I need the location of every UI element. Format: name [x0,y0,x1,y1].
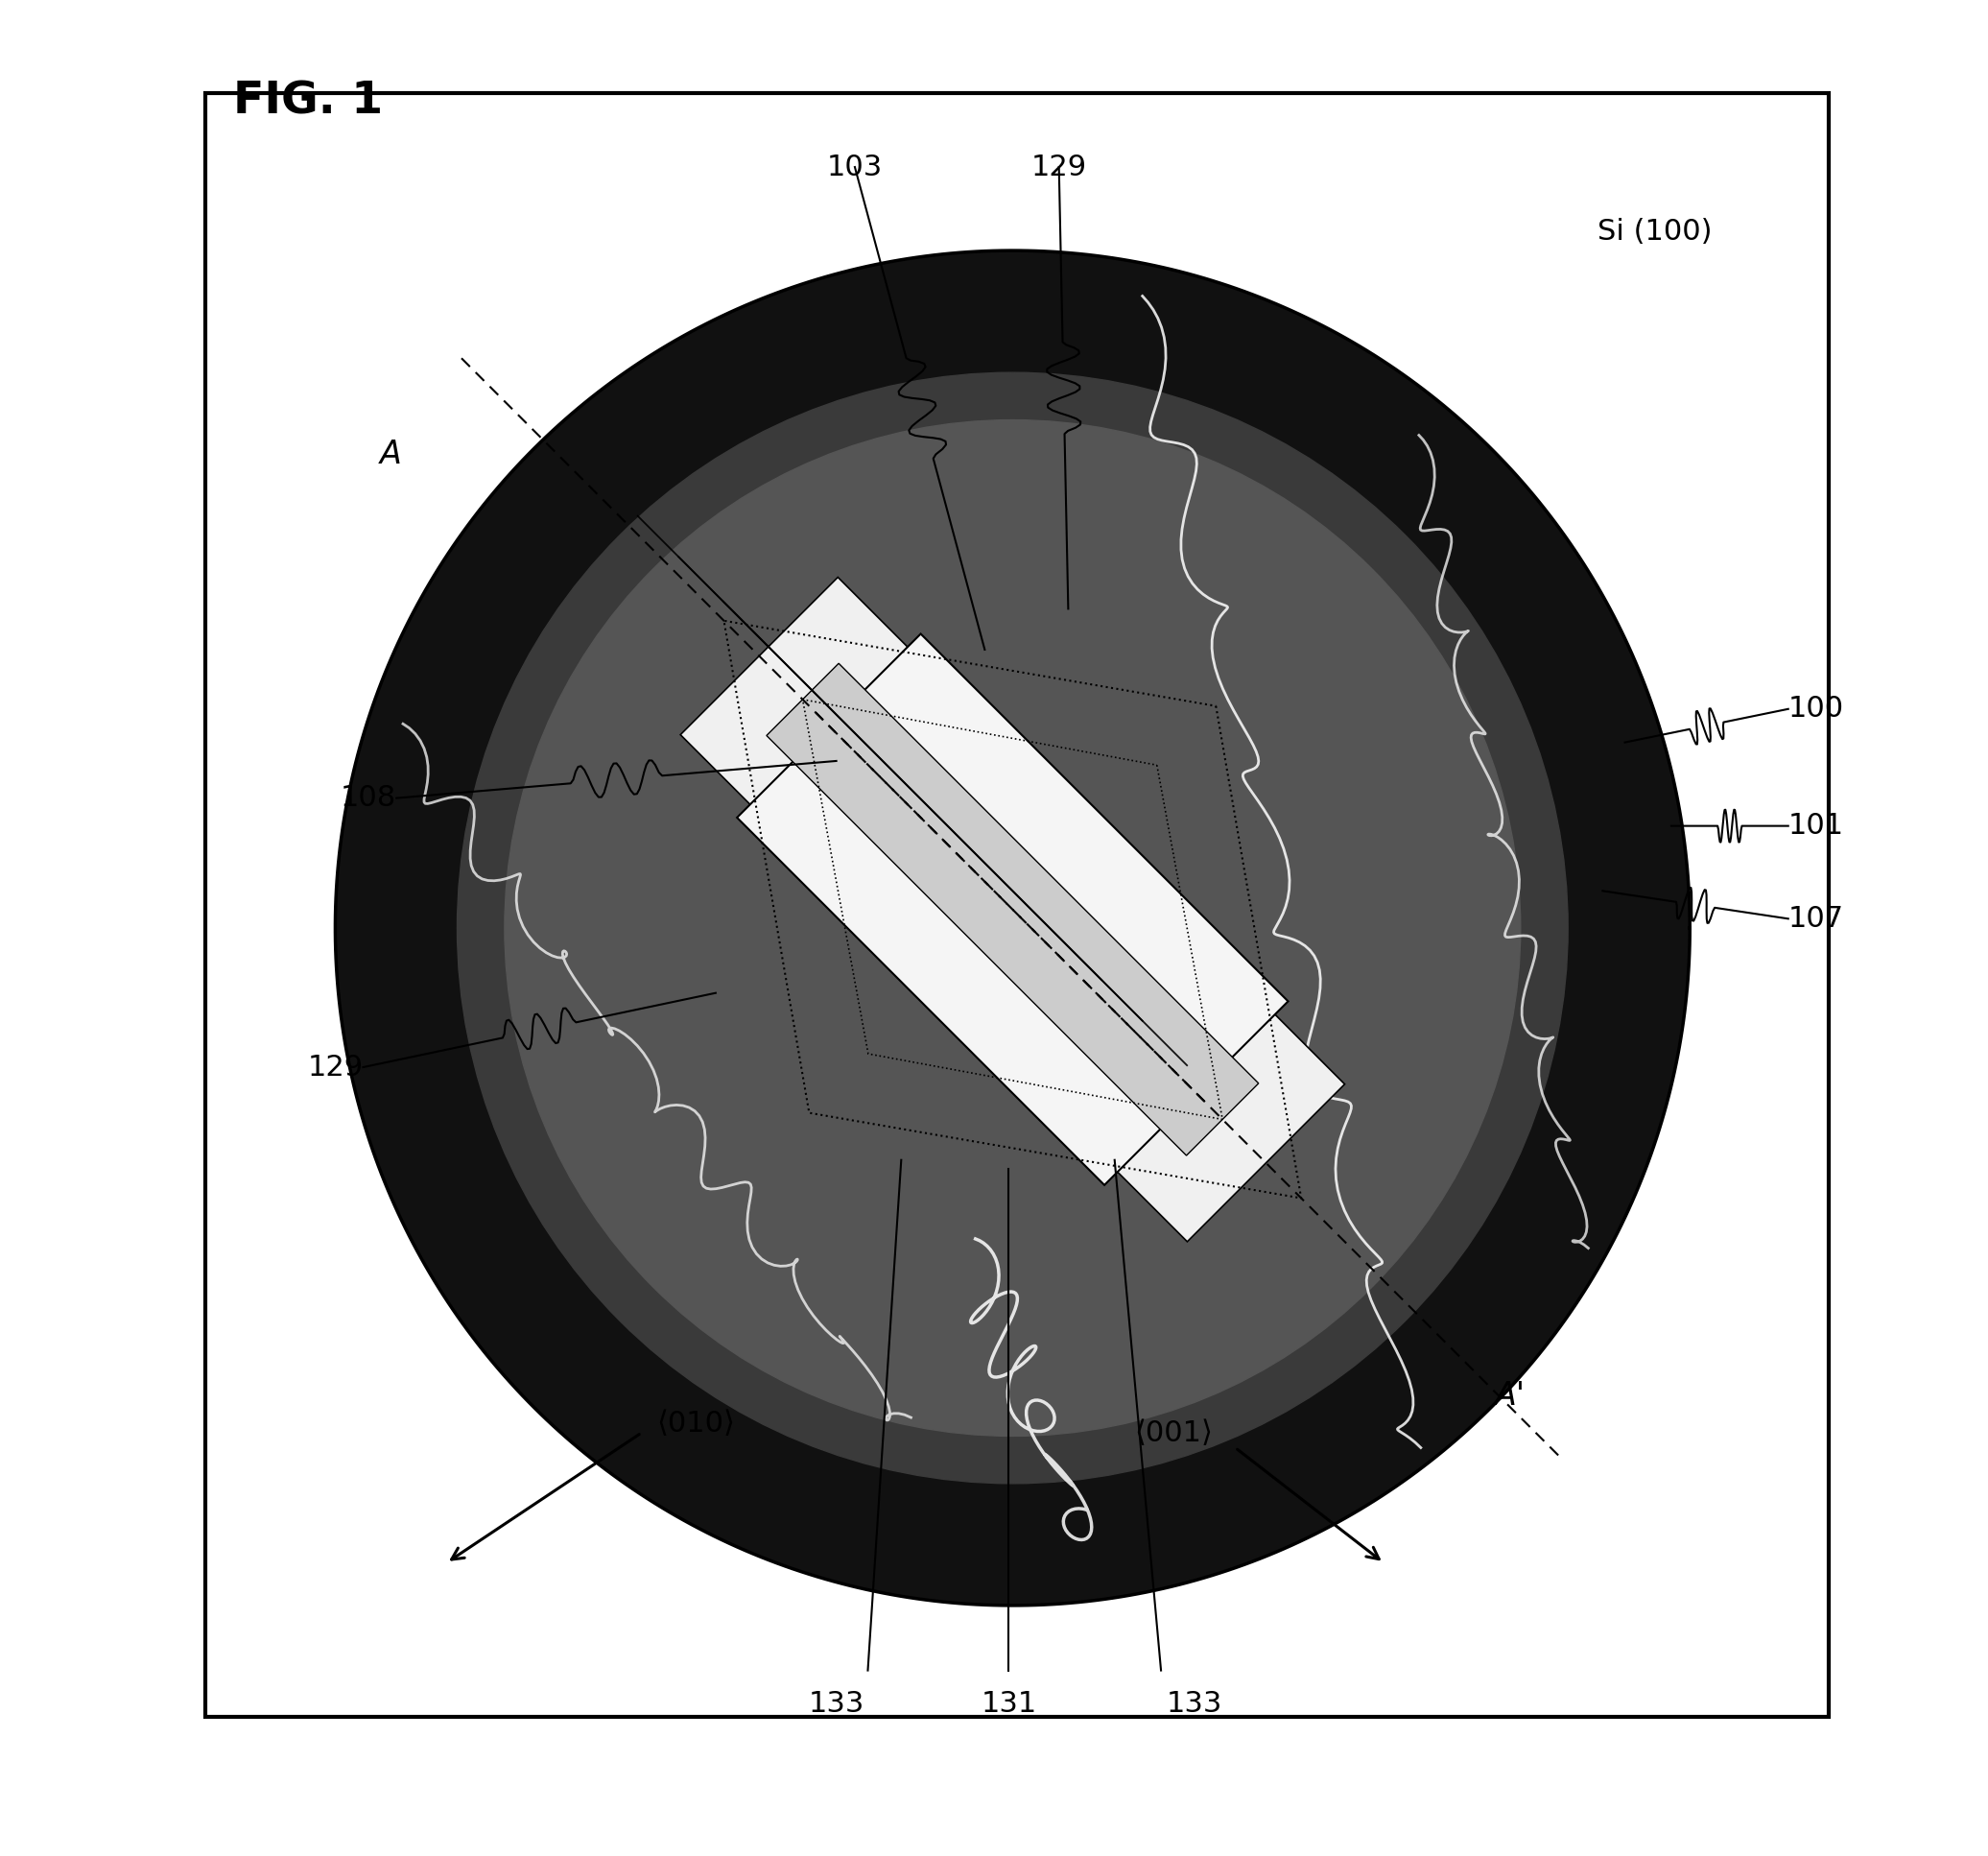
Polygon shape [978,874,1344,1242]
Bar [205,93,1829,1717]
Text: ⟨001⟩: ⟨001⟩ [1135,1420,1213,1446]
Polygon shape [738,635,1288,1184]
Polygon shape [680,577,1048,945]
Text: Si (100): Si (100) [1596,219,1712,245]
Text: 129: 129 [308,1054,364,1080]
Text: 133: 133 [1167,1691,1223,1717]
Circle shape [457,373,1569,1483]
Polygon shape [767,663,1258,1156]
Text: 131: 131 [980,1691,1038,1717]
Text: FIG. 1: FIG. 1 [233,80,384,124]
Text: 100: 100 [1787,696,1845,722]
Text: 129: 129 [1032,154,1087,180]
Text: 101: 101 [1787,813,1845,839]
Circle shape [505,419,1521,1437]
Text: 108: 108 [340,785,396,811]
Text: 103: 103 [827,154,883,180]
Text: 107: 107 [1787,906,1845,932]
Text: 133: 133 [809,1691,865,1717]
Circle shape [336,251,1690,1605]
Text: ⟨010⟩: ⟨010⟩ [656,1411,736,1437]
Text: A': A' [1495,1379,1525,1412]
Text: A: A [380,438,402,471]
